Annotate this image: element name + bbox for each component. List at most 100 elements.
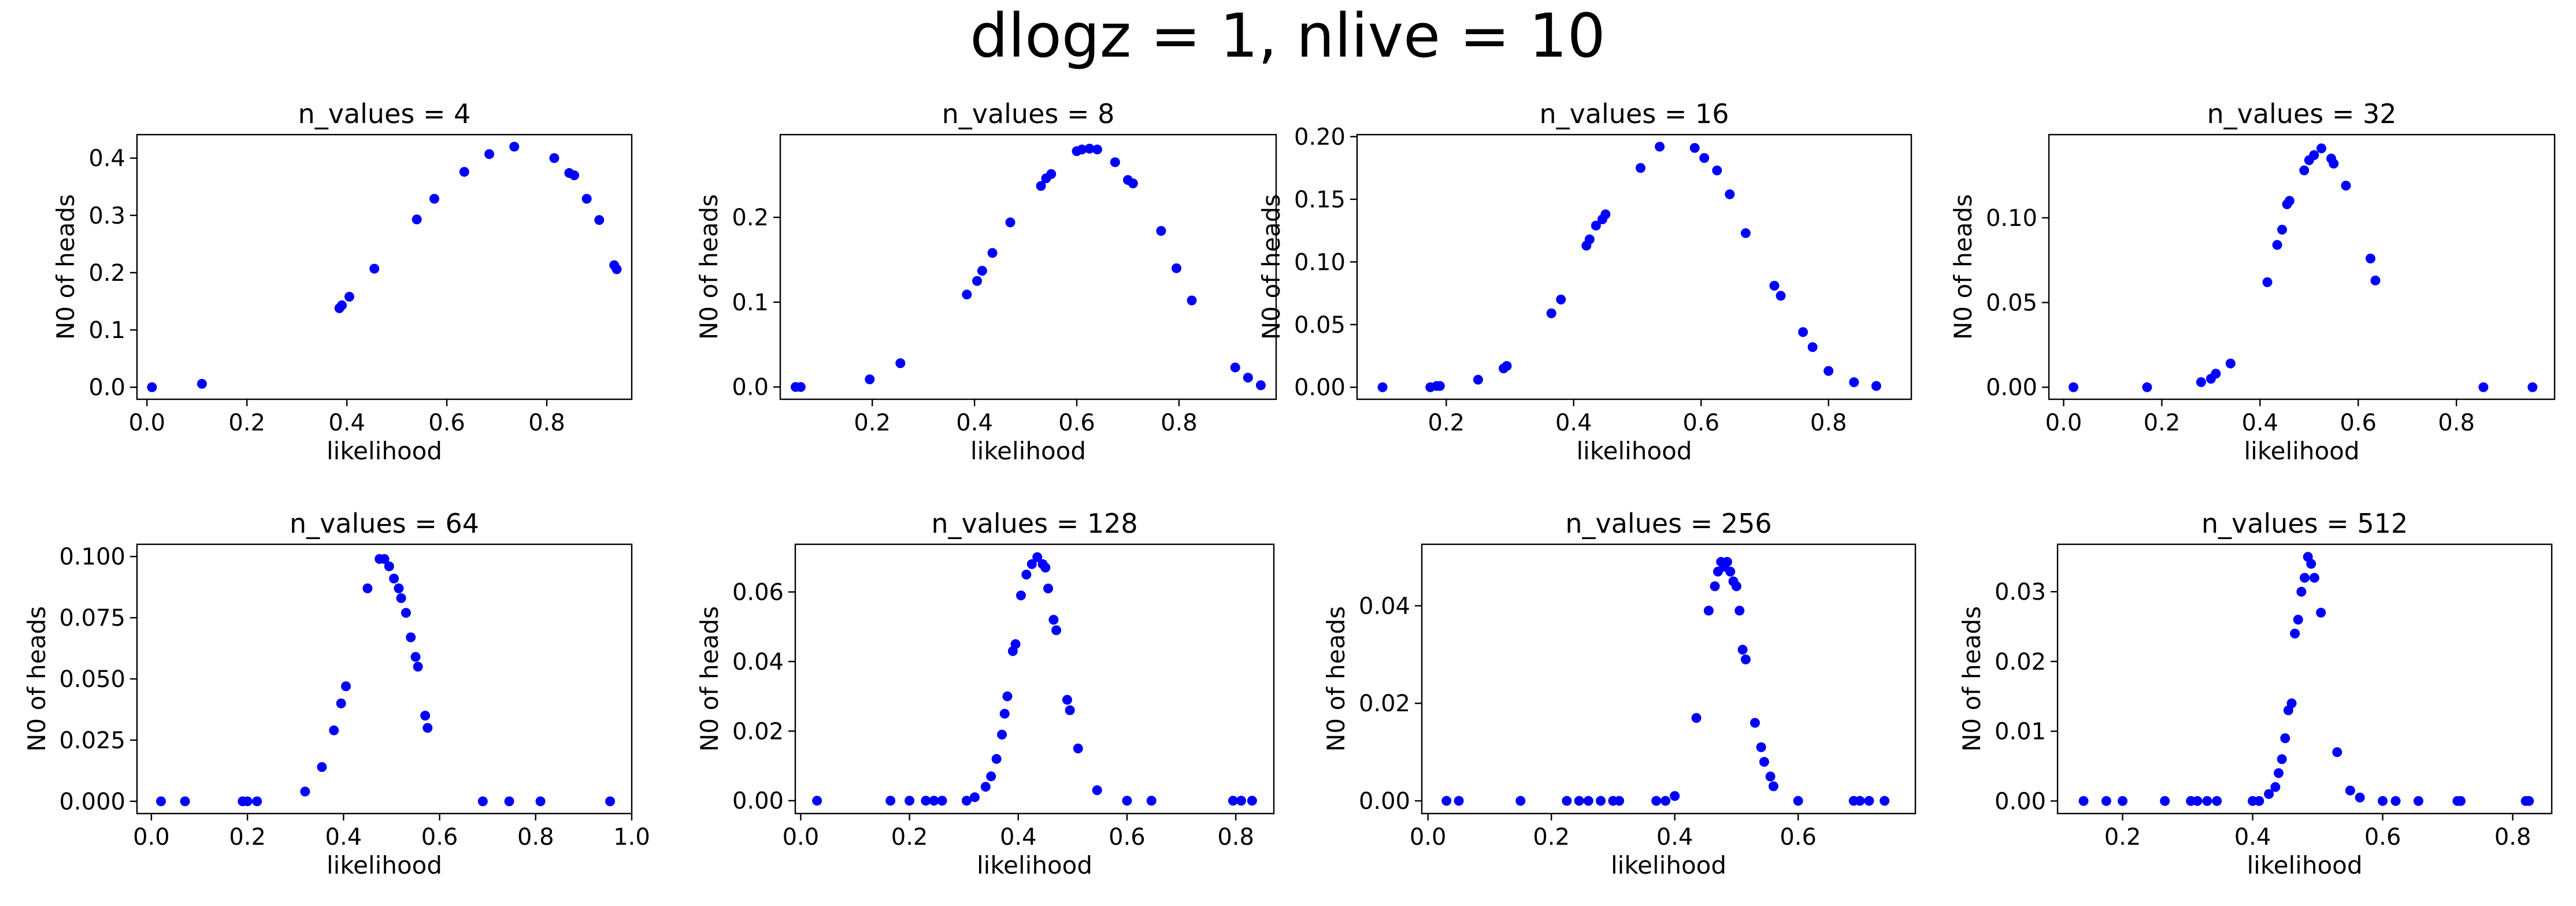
data-point <box>344 292 354 302</box>
data-point <box>1756 742 1766 752</box>
data-point <box>2225 358 2236 369</box>
data-point <box>2202 796 2212 806</box>
data-point <box>2309 150 2319 160</box>
subplot-title: n_values = 128 <box>931 508 1137 539</box>
x-tick-label: 0.6 <box>2364 824 2401 851</box>
data-point <box>991 753 1002 764</box>
y-tick-label: 0.3 <box>88 203 125 229</box>
data-point <box>1026 559 1037 569</box>
data-point <box>1759 757 1769 767</box>
x-tick-label: 0.8 <box>517 824 554 851</box>
data-point <box>1776 291 1786 301</box>
data-point <box>1062 695 1072 705</box>
x-tick-label: 0.0 <box>133 824 170 851</box>
x-axis-label: likelihood <box>1576 437 1692 465</box>
data-point <box>2264 789 2274 799</box>
data-point <box>812 796 822 806</box>
data-point <box>2293 614 2303 625</box>
data-point <box>1740 228 1751 238</box>
y-tick-label: 0.06 <box>732 579 784 606</box>
data-point <box>147 382 157 392</box>
data-point <box>1228 796 1238 806</box>
data-point <box>1699 153 1710 163</box>
axes-frame <box>1421 543 1917 815</box>
data-point <box>2527 382 2538 392</box>
data-point <box>2068 382 2078 392</box>
data-point <box>2306 559 2316 569</box>
data-point <box>1864 796 1874 806</box>
y-axis-label: N0 of heads <box>695 606 724 752</box>
x-axis-label: likelihood <box>2247 851 2362 879</box>
data-point <box>605 796 616 807</box>
data-point <box>369 263 380 274</box>
y-axis-label: N0 of heads <box>695 194 723 340</box>
data-point <box>2078 796 2089 806</box>
data-point <box>1655 142 1665 152</box>
data-point <box>2478 382 2489 392</box>
data-point <box>180 796 190 807</box>
data-point <box>1798 327 1808 337</box>
y-tick-label: 0.10 <box>1986 205 2037 232</box>
x-axis-label: likelihood <box>970 437 1086 465</box>
data-point <box>422 723 433 733</box>
data-point <box>929 796 939 806</box>
x-tick-label: 0.4 <box>2234 824 2271 851</box>
y-tick-label: 0.00 <box>1294 374 1346 401</box>
data-point <box>389 573 399 584</box>
data-point <box>300 786 310 797</box>
data-point <box>1562 796 1572 806</box>
x-tick-label: 0.0 <box>2045 410 2082 436</box>
data-point <box>1036 181 1046 191</box>
subplot-grid: n_values = 4 0.0 0.2 0.4 0.6 0.8 0.0 0.1 0.2 0.3 0… <box>23 98 2556 879</box>
data-point <box>1546 308 1556 318</box>
data-point <box>1691 713 1702 723</box>
data-point <box>1021 569 1032 580</box>
data-point <box>1043 583 1054 593</box>
data-point <box>2316 607 2326 618</box>
y-tick-label: 0.4 <box>88 146 125 172</box>
x-tick-label: 0.2 <box>1428 410 1465 436</box>
x-axis-label: likelihood <box>2244 437 2359 465</box>
data-point <box>1040 562 1051 573</box>
data-point <box>1880 796 1890 806</box>
data-point <box>1670 791 1680 801</box>
data-point <box>1855 796 1865 806</box>
data-point <box>1731 581 1741 592</box>
x-tick-label: 0.6 <box>1109 824 1146 851</box>
data-point <box>2365 253 2375 263</box>
data-point <box>2370 275 2381 285</box>
data-point <box>1146 796 1157 806</box>
data-point <box>535 796 546 807</box>
data-point <box>2309 573 2319 583</box>
data-point <box>1636 163 1646 173</box>
x-tick-label: 1.0 <box>613 824 650 851</box>
data-point <box>1092 144 1102 155</box>
data-point <box>401 608 411 618</box>
data-point <box>1793 796 1803 806</box>
x-tick-label: 0.0 <box>128 410 165 436</box>
x-axis-label: likelihood <box>1611 851 1726 879</box>
data-point <box>384 561 394 571</box>
x-tick-label: 0.8 <box>2495 824 2531 851</box>
x-tick-label: 0.2 <box>228 410 265 436</box>
data-point <box>961 796 972 806</box>
data-point <box>1015 591 1026 601</box>
x-axis-label: likelihood <box>327 437 442 465</box>
y-tick-label: 0.000 <box>59 789 125 815</box>
data-point <box>1583 796 1593 806</box>
subplot-title: n_values = 64 <box>290 508 479 539</box>
y-axis-label: N0 of heads <box>1322 606 1350 752</box>
data-point <box>795 382 806 392</box>
data-point <box>1454 796 1464 806</box>
x-tick-label: 0.2 <box>1533 824 1570 851</box>
data-point <box>569 170 580 180</box>
data-point <box>2270 782 2281 792</box>
data-point <box>2254 796 2264 806</box>
data-point <box>1849 377 1859 388</box>
data-point <box>1807 342 1818 352</box>
data-point <box>1769 281 1780 291</box>
y-tick-label: 0.00 <box>1986 374 2037 401</box>
y-axis-label: N0 of heads <box>1257 194 1285 340</box>
y-tick-label: 0.2 <box>88 260 125 287</box>
